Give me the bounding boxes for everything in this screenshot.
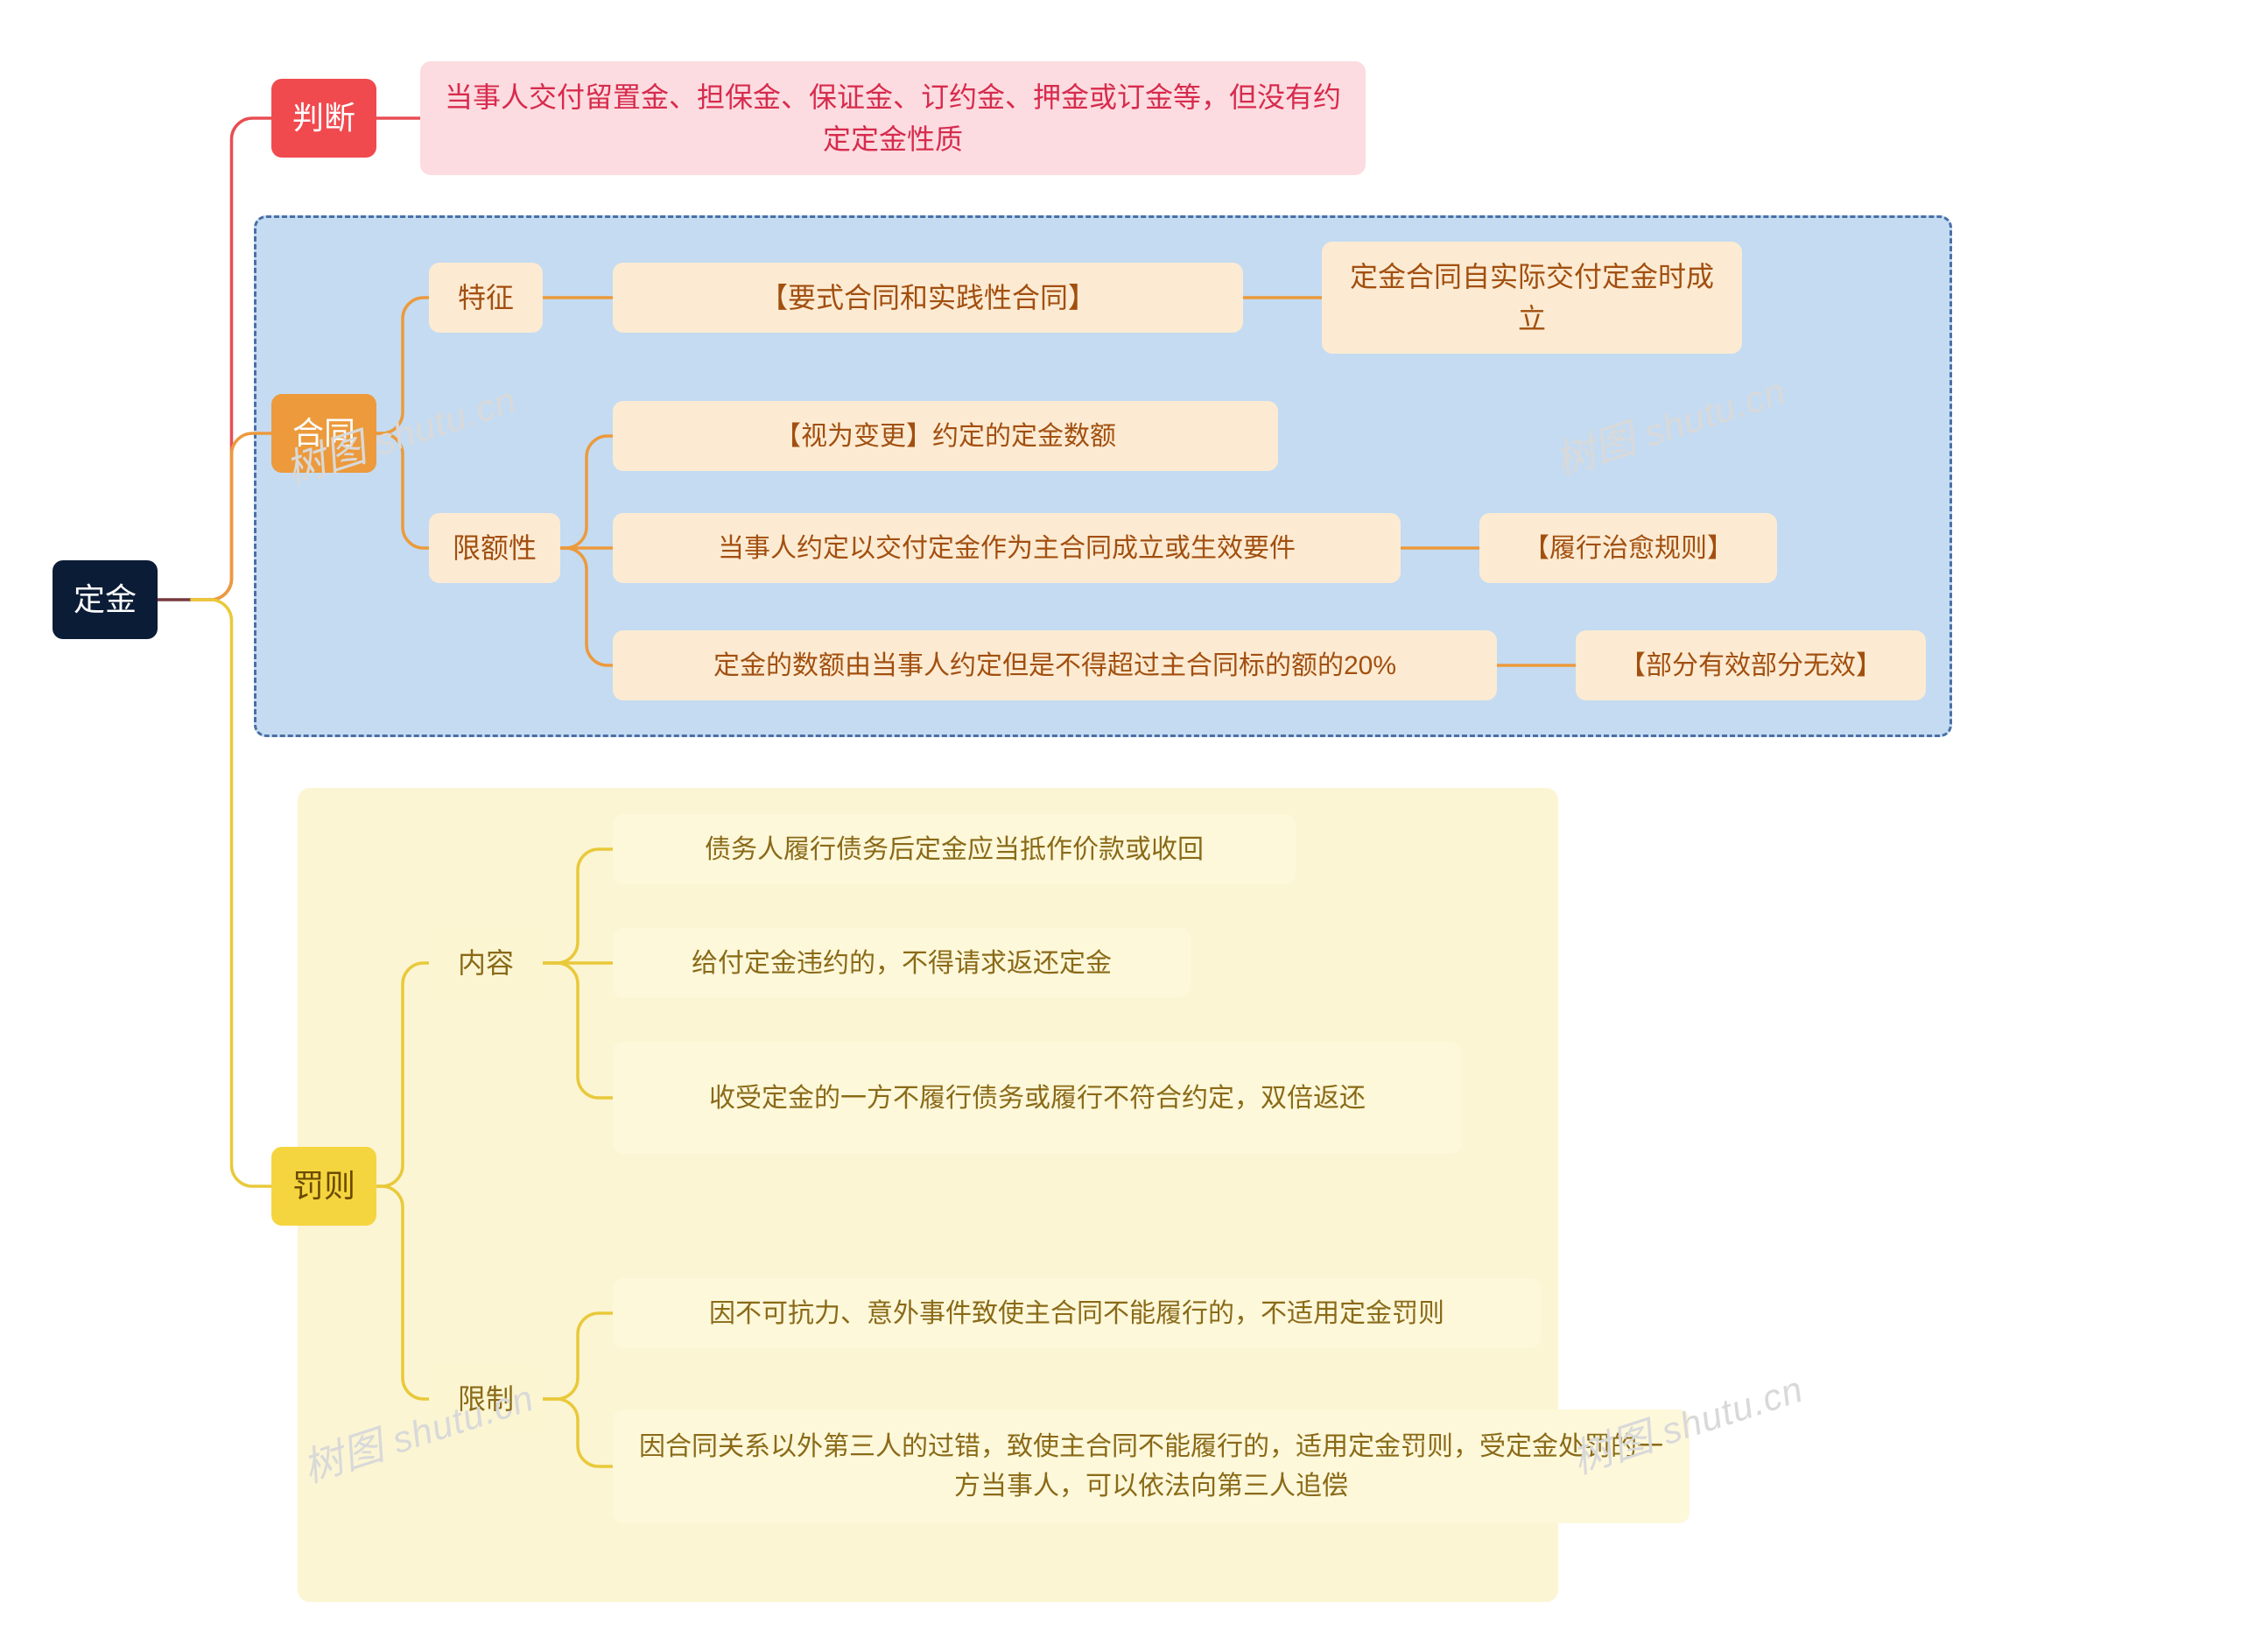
node-b16: 因不可抗力、意外事件致使主合同不能履行的，不适用定金罚则 [613,1278,1541,1348]
node-b15: 收受定金的一方不履行债务或履行不符合约定，双倍返还 [613,1042,1462,1154]
node-b5: 定金合同自实际交付定金时成立 [1322,242,1742,354]
node-b9: 定金的数额由当事人约定但是不得超过主合同标的额的20% [613,630,1497,700]
node-b1: 当事人交付留置金、担保金、保证金、订约金、押金或订金等，但没有约定定金性质 [420,61,1366,175]
node-b6: 【视为变更】约定的定金数额 [613,401,1278,471]
node-b11: 内容 [429,928,543,998]
node-root: 定金 [53,560,158,639]
node-b2: 特征 [429,263,543,333]
node-b8: 【履行治愈规则】 [1479,513,1777,583]
node-b13: 债务人履行债务后定金应当抵作价款或收回 [613,814,1296,884]
node-b4: 【要式合同和实践性合同】 [613,263,1243,333]
node-b7: 当事人约定以交付定金作为主合同成立或生效要件 [613,513,1401,583]
node-l1c: 罚则 [271,1147,376,1226]
node-l1a: 判断 [271,79,376,158]
node-b17: 因合同关系以外第三人的过错，致使主合同不能履行的，适用定金罚则，受定金处罚的一方… [613,1409,1690,1523]
node-b10: 【部分有效部分无效】 [1576,630,1926,700]
node-b14: 给付定金违约的，不得请求返还定金 [613,928,1191,998]
node-b3: 限额性 [429,513,560,583]
